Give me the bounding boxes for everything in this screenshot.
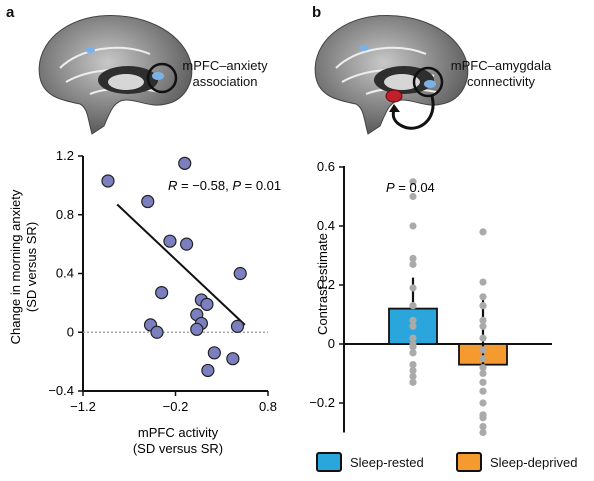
bar-data-dot [409, 334, 417, 342]
legend-swatch-sleep-deprived [456, 452, 482, 472]
scatter-point [201, 363, 215, 378]
brain-b-caption: mPFC–amygdala connectivity [444, 58, 558, 90]
bar-data-dot [479, 378, 487, 386]
scatter-ytick-label: 1.2 [56, 148, 74, 163]
panel-a-letter: a [6, 4, 15, 21]
bar-ytick-label: 0 [328, 336, 335, 351]
bar-ylabel: Contrast estimate [315, 233, 330, 335]
scatter-chart: −0.4 0 0.4 0.8 1.2 −1.2 −0.2 0.8 Change in morn… [8, 148, 281, 456]
scatter-annotation-p-label: P [232, 178, 241, 193]
bar-chart: −0.2 0 0.2 0.4 0.6 Contrast estimate P = 0.0… [309, 159, 552, 437]
bar-data-dot [409, 284, 417, 292]
scatter-point [230, 319, 245, 333]
bar-data-dot [479, 278, 487, 286]
scatter-point [207, 346, 221, 360]
brain-a-icon [38, 14, 193, 135]
bar-data-dot [409, 349, 417, 357]
scatter-ylabel-line2: (SD versus SR) [24, 222, 39, 312]
bar-data-dot [409, 316, 417, 324]
bar-data-dot [409, 343, 417, 351]
brain-a-caption-line2: association [192, 74, 258, 89]
scatter-point [101, 174, 115, 188]
panel-b-letter: b [312, 4, 322, 21]
bar-data-dot [409, 178, 417, 186]
bar-data-dot [479, 346, 487, 354]
bar-data-dot [479, 322, 487, 330]
bar-data-dot [479, 316, 487, 324]
bar-data-dot [479, 369, 487, 378]
bar-data-dot [409, 254, 417, 263]
brain-a-caption-line1: mPFC–anxiety [182, 58, 268, 73]
bar-data-dot [479, 423, 487, 431]
scatter-point [233, 266, 247, 281]
legend-sleep-deprived: Sleep-deprived [456, 452, 577, 472]
brain-b-icon [314, 14, 469, 135]
bar-data-dot [479, 364, 487, 372]
bar-ytick-label: 0.6 [317, 159, 335, 174]
scatter-annotation: R = −0.58, P = 0.01 [168, 178, 281, 193]
bar-data-dot [479, 228, 487, 236]
scatter-point [200, 297, 214, 311]
scatter-xtick-label: −0.2 [163, 399, 189, 414]
bar-data-dot [479, 414, 487, 422]
scatter-point [226, 352, 240, 366]
legend-swatch-sleep-rested [316, 452, 342, 472]
scatter-ytick-label: 0.4 [56, 266, 74, 281]
bar-data-dot [479, 428, 487, 437]
brain-b-caption-line2: connectivity [467, 74, 535, 89]
scatter-point [155, 285, 169, 300]
bar-data-dot [409, 378, 417, 386]
bar-data-dot [409, 322, 417, 330]
bar-annotation: P = 0.04 [386, 180, 435, 195]
legend-sleep-rested: Sleep-rested [316, 452, 424, 472]
bar-data-dot [409, 192, 417, 201]
legend-label-sleep-deprived: Sleep-deprived [490, 454, 578, 470]
scatter-ylabel-line1: Change in morning anxiety [8, 189, 23, 344]
scatter-annotation-r-value: = −0.58, [177, 178, 232, 193]
scatter-annotation-r-label: R [168, 178, 177, 193]
bar-data-dot [479, 334, 487, 342]
scatter-xlabel-line2: (SD versus SR) [133, 441, 223, 456]
legend-label-sleep-rested: Sleep-rested [350, 454, 424, 470]
bar-data-dot [409, 222, 417, 230]
bar-data-dot [479, 399, 487, 407]
bar-data-dot [409, 260, 417, 268]
scatter-point [180, 237, 194, 251]
bar-ytick-label: 0.2 [317, 277, 335, 292]
bar-data-dot [409, 372, 417, 381]
scatter-point [150, 325, 164, 339]
bar-data-dot [409, 361, 417, 369]
bar-data-dot [479, 302, 487, 310]
bar-data-dot [409, 366, 417, 375]
scatter-xtick-label: 0.8 [259, 399, 277, 414]
scatter-annotation-p-value: = 0.01 [241, 178, 281, 193]
bar-data-dot [409, 302, 417, 310]
bar-annotation-p-label: P [386, 180, 395, 195]
scatter-xlabel-line1: mPFC activity [138, 425, 219, 440]
scatter-fit-line [116, 203, 246, 326]
bar-annotation-p-value: = 0.04 [395, 180, 435, 195]
scatter-xtick-label: −1.2 [70, 399, 96, 414]
bar-ytick-label: −0.2 [309, 395, 335, 410]
scatter-point [141, 194, 155, 209]
brain-a-caption: mPFC–anxiety association [170, 58, 280, 90]
scatter-ytick-label: 0.8 [56, 207, 74, 222]
bar-data-dot [479, 293, 487, 301]
brain-b-caption-line1: mPFC–amygdala [450, 58, 552, 73]
scatter-point [178, 156, 192, 170]
bar-data-dot [479, 355, 487, 363]
scatter-ytick-label: 0 [67, 324, 74, 339]
bar-data-dot [479, 387, 487, 395]
scatter-point [190, 322, 204, 336]
scatter-ytick-label: −0.4 [48, 383, 74, 398]
bar-ytick-label: 0.4 [317, 218, 335, 233]
scatter-point [163, 234, 177, 248]
